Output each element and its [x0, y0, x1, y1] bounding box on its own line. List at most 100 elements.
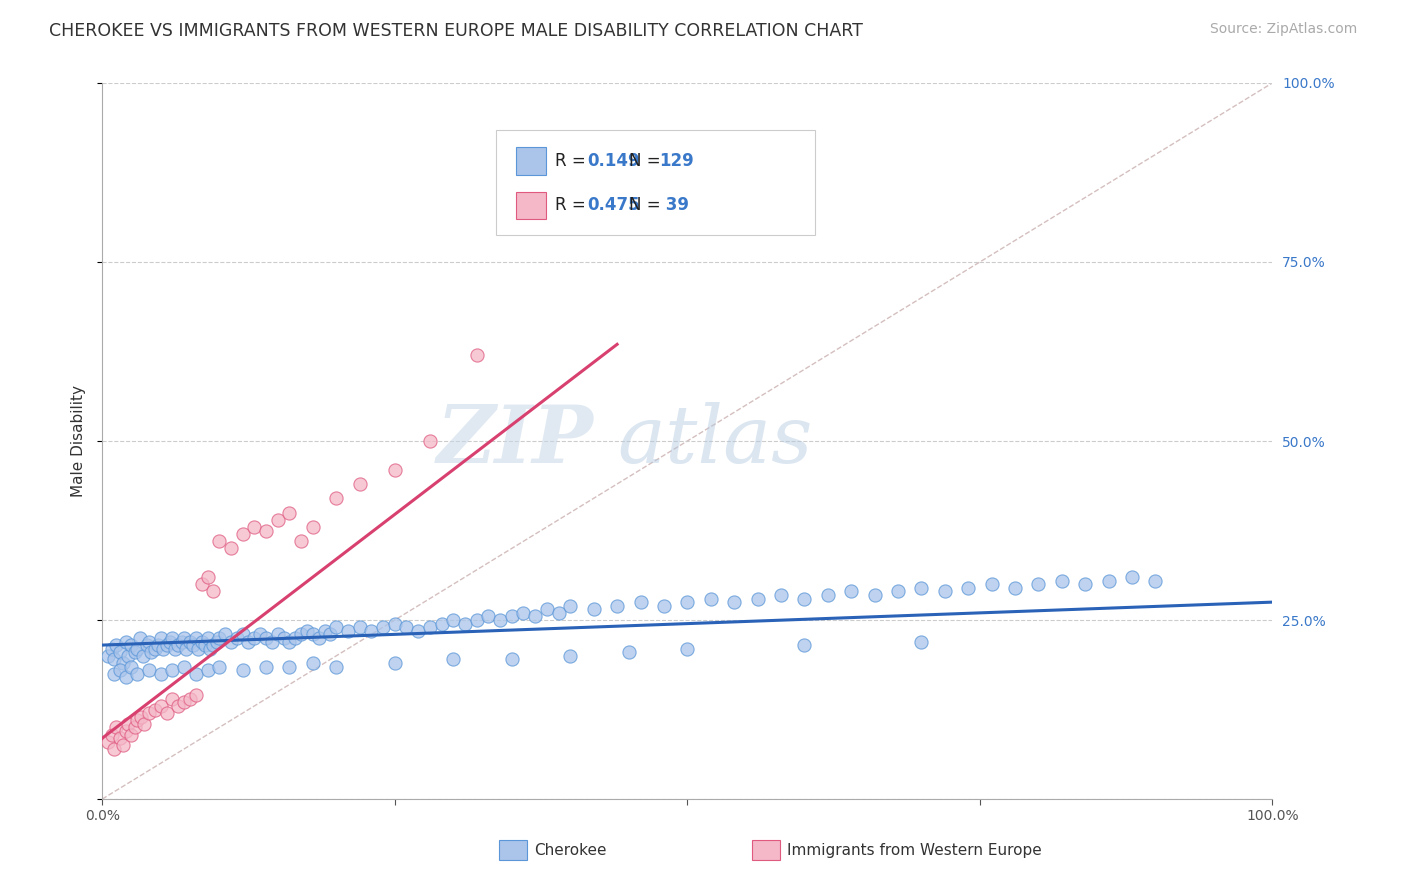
Point: [1097, 574, 1119, 588]
Point: [167, 698, 190, 713]
Point: [747, 591, 769, 606]
Point: [238, 634, 260, 648]
Point: [97, 735, 120, 749]
Point: [162, 691, 184, 706]
Point: [384, 656, 406, 670]
Point: [100, 728, 122, 742]
Text: 0.475: 0.475: [588, 196, 640, 214]
Point: [560, 648, 582, 663]
Point: [108, 731, 131, 746]
Point: [1144, 574, 1167, 588]
Text: N =: N =: [628, 196, 666, 214]
Point: [630, 595, 652, 609]
Point: [117, 648, 139, 663]
Point: [536, 602, 558, 616]
Point: [1121, 570, 1143, 584]
Point: [198, 641, 221, 656]
Point: [208, 534, 231, 549]
Point: [184, 688, 207, 702]
Point: [249, 627, 271, 641]
Point: [138, 663, 160, 677]
Point: [141, 645, 163, 659]
Point: [127, 641, 149, 656]
Point: [1004, 581, 1026, 595]
Point: [190, 577, 212, 591]
Point: [124, 645, 146, 659]
Point: [793, 638, 815, 652]
Point: [232, 627, 254, 641]
Point: [934, 584, 956, 599]
Point: [225, 631, 247, 645]
Point: [314, 624, 336, 638]
Point: [121, 728, 143, 742]
Point: [149, 666, 172, 681]
Point: [360, 624, 382, 638]
Point: [117, 717, 139, 731]
Point: [184, 631, 207, 645]
Point: [155, 706, 177, 720]
Point: [155, 638, 177, 652]
Point: [349, 620, 371, 634]
Point: [419, 434, 441, 448]
Point: [183, 638, 205, 652]
Point: [325, 491, 347, 506]
Point: [980, 577, 1002, 591]
Point: [114, 634, 136, 648]
Point: [254, 631, 277, 645]
Point: [430, 616, 453, 631]
Point: [371, 620, 394, 634]
Point: [887, 584, 910, 599]
Point: [1028, 577, 1050, 591]
Point: [197, 631, 219, 645]
Point: [232, 527, 254, 541]
Point: [105, 638, 128, 652]
Point: [103, 652, 125, 666]
Point: [512, 606, 534, 620]
Point: [723, 595, 745, 609]
Point: [501, 652, 523, 666]
Point: [167, 638, 190, 652]
Point: [103, 666, 125, 681]
Point: [243, 520, 266, 534]
Point: [441, 652, 464, 666]
Point: [149, 631, 172, 645]
Text: Cherokee: Cherokee: [534, 843, 607, 858]
Point: [243, 631, 266, 645]
Point: [336, 624, 359, 638]
Text: Source: ZipAtlas.com: Source: ZipAtlas.com: [1209, 22, 1357, 37]
Point: [617, 645, 640, 659]
Point: [273, 631, 295, 645]
Point: [173, 659, 195, 673]
Point: [406, 624, 429, 638]
Point: [163, 641, 186, 656]
Point: [179, 634, 201, 648]
Point: [267, 513, 290, 527]
Point: [349, 477, 371, 491]
Point: [278, 659, 301, 673]
Point: [219, 541, 242, 556]
Point: [290, 534, 312, 549]
Point: [127, 666, 149, 681]
Point: [793, 591, 815, 606]
Point: [114, 670, 136, 684]
Text: CHEROKEE VS IMMIGRANTS FROM WESTERN EUROPE MALE DISABILITY CORRELATION CHART: CHEROKEE VS IMMIGRANTS FROM WESTERN EURO…: [49, 22, 863, 40]
Point: [112, 739, 135, 753]
Text: atlas: atlas: [617, 402, 813, 480]
Point: [863, 588, 886, 602]
Text: R =: R =: [555, 196, 591, 214]
Point: [560, 599, 582, 613]
Text: 129: 129: [659, 153, 695, 170]
Point: [124, 721, 146, 735]
Point: [817, 588, 839, 602]
Point: [148, 638, 170, 652]
Point: [197, 570, 219, 584]
Point: [143, 702, 166, 716]
Point: [152, 641, 174, 656]
Point: [135, 638, 157, 652]
Text: Immigrants from Western Europe: Immigrants from Western Europe: [787, 843, 1042, 858]
Point: [208, 659, 231, 673]
Point: [194, 638, 217, 652]
Point: [143, 641, 166, 656]
Point: [441, 613, 464, 627]
Point: [202, 638, 225, 652]
